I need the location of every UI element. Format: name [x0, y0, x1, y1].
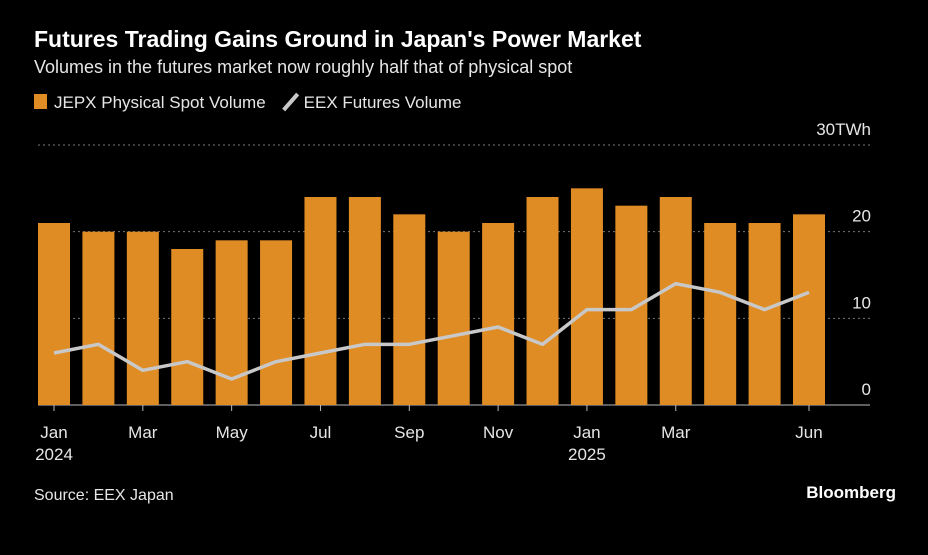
x-tick-label: May [216, 423, 249, 442]
bar [659, 197, 692, 405]
x-tick-label: Nov [483, 423, 514, 442]
bar [615, 205, 648, 405]
bar [393, 214, 426, 405]
bar [126, 231, 159, 405]
x-tick-label: Jul [310, 423, 332, 442]
bar [704, 223, 737, 405]
bar [171, 249, 204, 405]
brand: Bloomberg [806, 483, 896, 502]
bar [748, 223, 781, 405]
bar [570, 188, 603, 405]
x-tick-label: Mar [661, 423, 691, 442]
x-tick-label: Jun [795, 423, 822, 442]
bar [38, 223, 70, 405]
chart-title: Futures Trading Gains Ground in Japan's … [34, 26, 642, 52]
legend-label: EEX Futures Volume [304, 93, 462, 112]
y-tick-label: 20 [852, 207, 871, 226]
x-year-label: 2025 [568, 445, 606, 464]
x-tick-label: Jan [40, 423, 67, 442]
x-tick-label: Mar [128, 423, 158, 442]
y-tick-label: 10 [852, 293, 871, 312]
legend-swatch [282, 92, 300, 112]
source: Source: EEX Japan [34, 487, 174, 504]
bar [482, 223, 515, 405]
bar [526, 197, 559, 405]
bar [437, 231, 470, 405]
y-tick-label: 0 [862, 380, 871, 399]
x-tick-label: Sep [394, 423, 424, 442]
bar [304, 197, 337, 405]
bar [82, 231, 115, 405]
legend-swatch [34, 94, 47, 109]
x-tick-label: Jan [573, 423, 600, 442]
x-year-label: 2024 [35, 445, 73, 464]
chart-subtitle: Volumes in the futures market now roughl… [34, 57, 572, 77]
line [53, 281, 810, 381]
bar [793, 214, 825, 405]
y-tick-label: 30TWh [816, 120, 871, 139]
legend-label: JEPX Physical Spot Volume [54, 93, 266, 112]
bar [260, 240, 293, 405]
bar [348, 197, 381, 405]
